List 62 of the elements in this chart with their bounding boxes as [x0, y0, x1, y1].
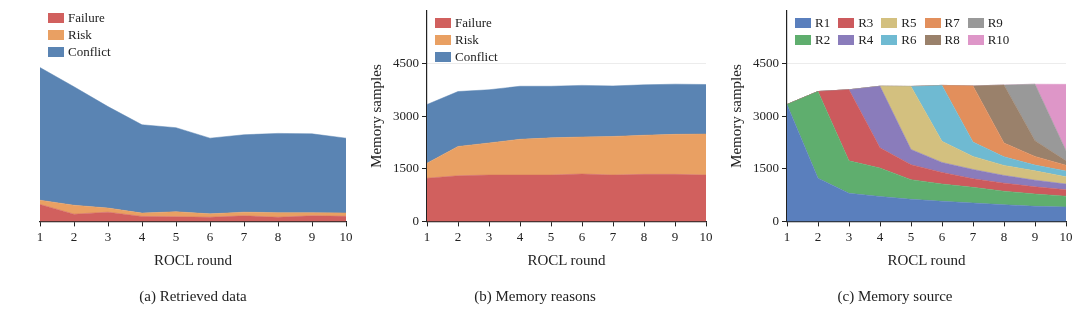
y-axis-title: Memory samples: [727, 64, 744, 168]
legend-label: R7: [944, 14, 960, 31]
text: (a) Retrieved data: [139, 287, 248, 305]
x-tick-label: 10: [1059, 228, 1073, 244]
x-tick-label: 3: [104, 228, 112, 244]
text: (b) Memory reasons: [474, 287, 596, 305]
legend-label: R3: [858, 14, 874, 31]
x-tick-label: 10: [699, 228, 713, 244]
x-tick-label: 6: [206, 228, 214, 244]
x-tick-label: 2: [454, 228, 462, 244]
x-tick-label: 1: [423, 228, 431, 244]
y-tick-label: 4500: [393, 54, 419, 70]
legend-label: Failure: [68, 10, 105, 26]
x-axis-title: ROCL round: [153, 251, 233, 268]
y-tick-label: 0: [772, 212, 779, 228]
x-tick-label: 9: [1031, 228, 1039, 244]
legend-label: Risk: [68, 27, 92, 43]
legend-label: R9: [987, 14, 1003, 31]
x-tick-label: 8: [274, 228, 282, 244]
y-tick-label: 3000: [393, 107, 419, 123]
y-tick-label: 4500: [753, 54, 779, 70]
legend-label: R4: [858, 31, 874, 48]
y-tick-label: 1500: [753, 160, 779, 176]
x-tick-label: 10: [339, 228, 353, 244]
x-tick-label: 8: [640, 228, 648, 244]
x-axis-title: ROCL round: [527, 251, 607, 268]
legend-label: Failure: [455, 14, 492, 31]
legend-label: Risk: [455, 31, 479, 48]
x-tick-label: 2: [814, 228, 822, 244]
x-tick-label: 9: [671, 228, 679, 244]
legend-label: Conflict: [68, 44, 111, 60]
x-tick-label: 3: [845, 228, 853, 244]
y-axis-title: Memory samples: [367, 64, 384, 168]
legend-label: R1: [815, 14, 831, 31]
x-tick-label: 6: [938, 228, 946, 244]
x-tick-label: 7: [240, 228, 248, 244]
x-tick-label: 3: [485, 228, 493, 244]
y-tick-label: 0: [412, 212, 419, 228]
y-tick-label: 1500: [393, 160, 419, 176]
x-tick-label: 7: [609, 228, 617, 244]
x-tick-label: 6: [578, 228, 586, 244]
legend-label: R8: [944, 31, 960, 48]
legend-label: R6: [901, 31, 917, 48]
x-tick-label: 1: [36, 228, 44, 244]
x-tick-label: 1: [783, 228, 791, 244]
x-tick-label: 9: [308, 228, 316, 244]
legend-label: Conflict: [455, 48, 498, 65]
x-tick-label: 5: [547, 228, 555, 244]
text: (c) Memory source: [837, 287, 953, 305]
x-tick-label: 8: [1000, 228, 1008, 244]
x-tick-label: 5: [172, 228, 180, 244]
x-tick-label: 7: [969, 228, 977, 244]
legend-label: R5: [901, 14, 917, 31]
x-tick-label: 2: [70, 228, 78, 244]
x-tick-label: 4: [516, 228, 524, 244]
legend-label: R10: [987, 31, 1010, 48]
x-tick-label: 4: [138, 228, 146, 244]
legend-label: R2: [815, 31, 831, 48]
x-axis-title: ROCL round: [887, 251, 967, 268]
x-tick-label: 5: [907, 228, 915, 244]
y-tick-label: 3000: [753, 107, 779, 123]
x-tick-label: 4: [876, 228, 884, 244]
